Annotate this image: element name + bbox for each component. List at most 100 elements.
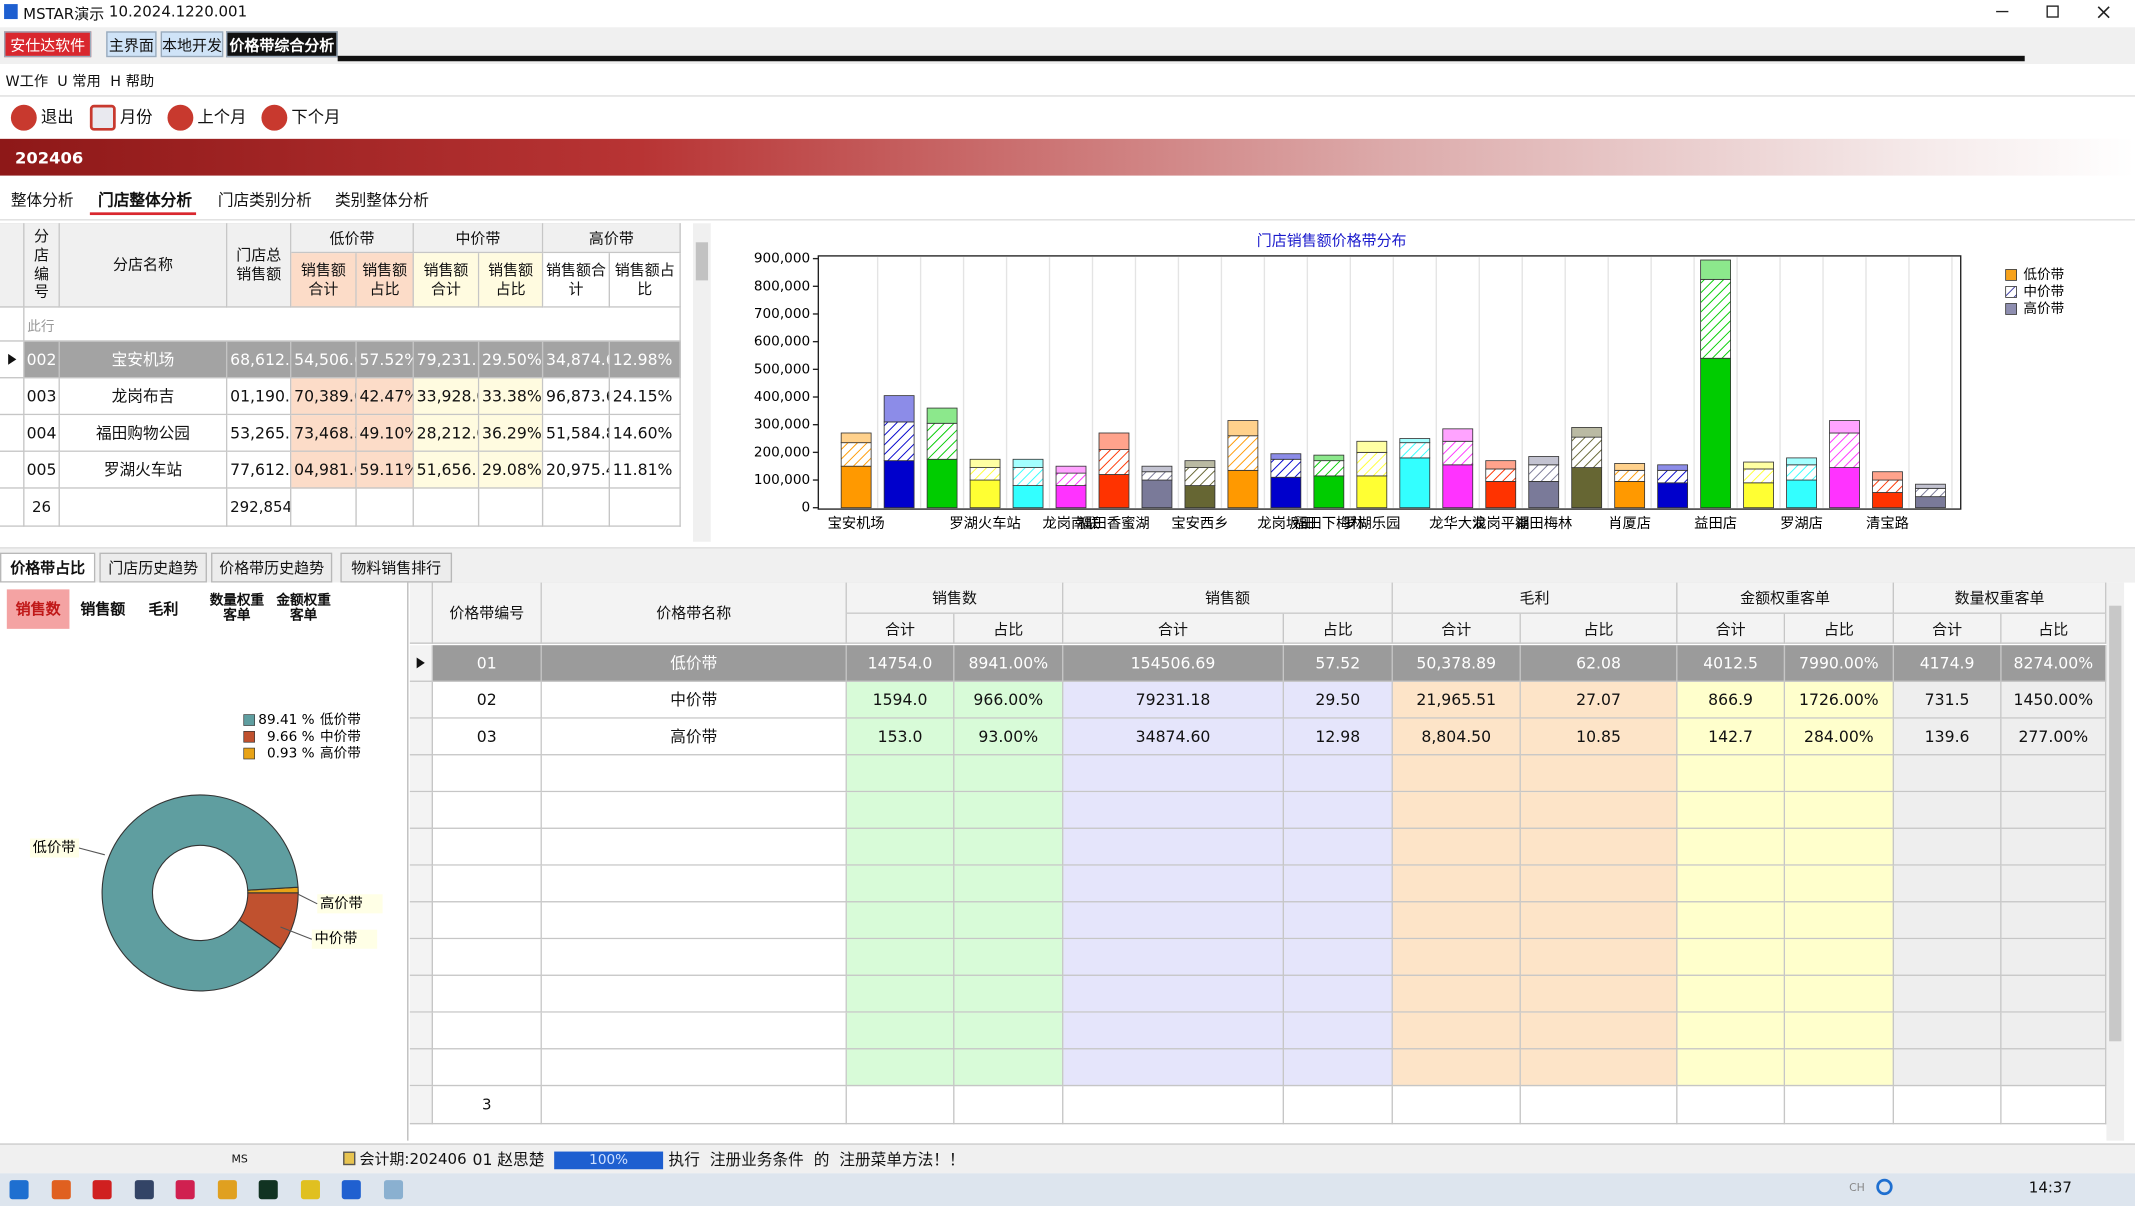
scroll-thumb[interactable] bbox=[695, 242, 709, 281]
table-cell[interactable]: 27.07 bbox=[1520, 681, 1678, 719]
table-cell[interactable]: 02 bbox=[432, 681, 542, 719]
table-cell[interactable]: 7990.00% bbox=[1785, 645, 1894, 682]
table-cell[interactable]: 4174.9 bbox=[1893, 645, 2002, 682]
table-cell[interactable]: 12.98 bbox=[1283, 718, 1393, 756]
table-cell[interactable]: 79,231.18 bbox=[413, 341, 480, 379]
toolbar-icon[interactable] bbox=[10, 104, 37, 131]
table-cell[interactable]: 004 bbox=[24, 415, 60, 452]
app-tab[interactable]: 主界面 bbox=[106, 31, 157, 58]
table-cell[interactable]: 01 bbox=[432, 645, 542, 682]
table-cell[interactable]: 8274.00% bbox=[2001, 645, 2107, 682]
table-cell[interactable]: 4012.5 bbox=[1677, 645, 1786, 682]
table-cell[interactable]: 139.6 bbox=[1893, 718, 2002, 756]
menu-item[interactable]: W工作 bbox=[5, 73, 49, 90]
table-cell[interactable]: 003 bbox=[24, 378, 60, 416]
table-cell[interactable]: 36.29% bbox=[479, 415, 544, 452]
taskbar-icon[interactable] bbox=[341, 1180, 361, 1200]
table-cell[interactable]: 8,804.50 bbox=[1392, 718, 1521, 756]
table-cell[interactable]: 53,265.1 bbox=[227, 415, 292, 452]
table-cell[interactable]: 29.50% bbox=[479, 341, 544, 379]
table-cell[interactable]: 低价带 bbox=[541, 645, 847, 682]
table-cell[interactable]: 57.52% bbox=[356, 341, 414, 379]
table-cell[interactable]: 73,468.3 bbox=[291, 415, 357, 452]
table-cell[interactable]: 277.00% bbox=[2001, 718, 2107, 756]
table-cell[interactable]: 51,584.84 bbox=[543, 415, 611, 452]
table-cell[interactable]: 731.5 bbox=[1893, 681, 2002, 719]
table-cell[interactable]: 54,506.6 bbox=[291, 341, 357, 379]
metric-button[interactable]: 毛利 bbox=[136, 589, 191, 629]
table-cell[interactable]: 福田购物公园 bbox=[59, 415, 228, 452]
taskbar-icon[interactable] bbox=[134, 1180, 154, 1200]
table-cell[interactable]: 10.85 bbox=[1520, 718, 1678, 756]
toolbar-icon[interactable] bbox=[261, 104, 288, 131]
table-cell[interactable]: 14.60% bbox=[610, 415, 681, 452]
table-cell[interactable]: 1726.00% bbox=[1785, 681, 1894, 719]
table-cell[interactable]: 龙岗布吉 bbox=[59, 378, 228, 416]
toolbar-button[interactable]: 上个月 bbox=[197, 107, 247, 127]
table-cell[interactable]: 宝安机场 bbox=[59, 341, 228, 379]
table-cell[interactable]: 中价带 bbox=[541, 681, 847, 719]
table-cell[interactable]: 28,212.0 bbox=[413, 415, 480, 452]
table-cell[interactable]: 罗湖火车站 bbox=[59, 451, 228, 489]
scrollbar[interactable] bbox=[693, 223, 711, 542]
table-cell[interactable]: 153.0 bbox=[846, 718, 955, 756]
table-cell[interactable]: 29.50 bbox=[1283, 681, 1393, 719]
table-cell[interactable]: 12.98% bbox=[610, 341, 681, 379]
taskbar-icon[interactable] bbox=[258, 1180, 278, 1200]
taskbar-icon[interactable] bbox=[217, 1180, 237, 1200]
table-cell[interactable]: 79231.18 bbox=[1063, 681, 1284, 719]
close-button[interactable] bbox=[2094, 3, 2113, 22]
table-cell[interactable]: 21,965.51 bbox=[1392, 681, 1521, 719]
table-cell[interactable]: 93.00% bbox=[954, 718, 1064, 756]
table-cell[interactable]: 62.08 bbox=[1520, 645, 1678, 682]
table-cell[interactable]: 1594.0 bbox=[846, 681, 955, 719]
taskbar-icon[interactable] bbox=[92, 1180, 112, 1200]
toolbar-button[interactable]: 退出 bbox=[40, 107, 74, 127]
table-cell[interactable]: 03 bbox=[432, 718, 542, 756]
table-cell[interactable]: 49.10% bbox=[356, 415, 414, 452]
table-cell[interactable]: 002 bbox=[24, 341, 60, 379]
table-cell[interactable]: 33.38% bbox=[479, 378, 544, 416]
metric-button[interactable]: 销售数 bbox=[6, 589, 70, 629]
table-cell[interactable]: 24.15% bbox=[610, 378, 681, 416]
analysis-tab[interactable]: 类别整体分析 bbox=[334, 190, 429, 210]
app-tab[interactable]: 价格带综合分析 bbox=[226, 31, 338, 58]
table-cell[interactable]: 154506.69 bbox=[1063, 645, 1284, 682]
analysis-tab[interactable]: 门店类别分析 bbox=[217, 190, 312, 210]
toolbar-button[interactable]: 下个月 bbox=[291, 107, 341, 127]
table-cell[interactable]: 96,873.60 bbox=[543, 378, 611, 416]
taskbar-icon[interactable] bbox=[9, 1180, 29, 1200]
taskbar-icon[interactable] bbox=[383, 1180, 403, 1200]
table-cell[interactable]: 51,656.10 bbox=[413, 451, 480, 489]
table-cell[interactable]: 284.00% bbox=[1785, 718, 1894, 756]
app-tab[interactable]: 安仕达软件 bbox=[4, 31, 92, 58]
tray-icon[interactable] bbox=[1876, 1178, 1893, 1196]
toolbar-button[interactable]: 月份 bbox=[119, 107, 153, 127]
toolbar-icon[interactable] bbox=[167, 104, 194, 131]
taskbar-icon[interactable] bbox=[51, 1180, 71, 1200]
restore-button[interactable] bbox=[2046, 5, 2059, 18]
table-cell[interactable]: 42.47% bbox=[356, 378, 414, 416]
table-cell[interactable]: 1450.00% bbox=[2001, 681, 2107, 719]
menu-item[interactable]: U 常用 bbox=[57, 73, 101, 90]
table-cell[interactable]: 29.08% bbox=[479, 451, 544, 489]
table-cell[interactable]: 50,378.89 bbox=[1392, 645, 1521, 682]
table-cell[interactable]: 33,928.0 bbox=[413, 378, 480, 416]
table-cell[interactable]: 04,981.0 bbox=[291, 451, 357, 489]
table-cell[interactable]: 11.81% bbox=[610, 451, 681, 489]
metric-button[interactable]: 数量权重客单 bbox=[204, 589, 270, 629]
toolbar-icon[interactable] bbox=[89, 104, 116, 131]
table-cell[interactable]: 01,190.7 bbox=[227, 378, 292, 416]
table-cell[interactable]: 59.11% bbox=[356, 451, 414, 489]
metric-button[interactable]: 销售额 bbox=[72, 589, 134, 629]
table-cell[interactable]: 14754.0 bbox=[846, 645, 955, 682]
table-cell[interactable]: 966.00% bbox=[954, 681, 1064, 719]
table-cell[interactable]: 70,389.0 bbox=[291, 378, 357, 416]
lower-tab[interactable]: 价格带历史趋势 bbox=[211, 552, 333, 583]
analysis-tab[interactable]: 整体分析 bbox=[10, 190, 74, 210]
table-cell[interactable]: 57.52 bbox=[1283, 645, 1393, 682]
table-cell[interactable]: 68,612.4 bbox=[227, 341, 292, 379]
menu-item[interactable]: H 帮助 bbox=[110, 73, 155, 90]
table-cell[interactable]: 142.7 bbox=[1677, 718, 1786, 756]
metric-button[interactable]: 金额权重客单 bbox=[272, 589, 335, 629]
